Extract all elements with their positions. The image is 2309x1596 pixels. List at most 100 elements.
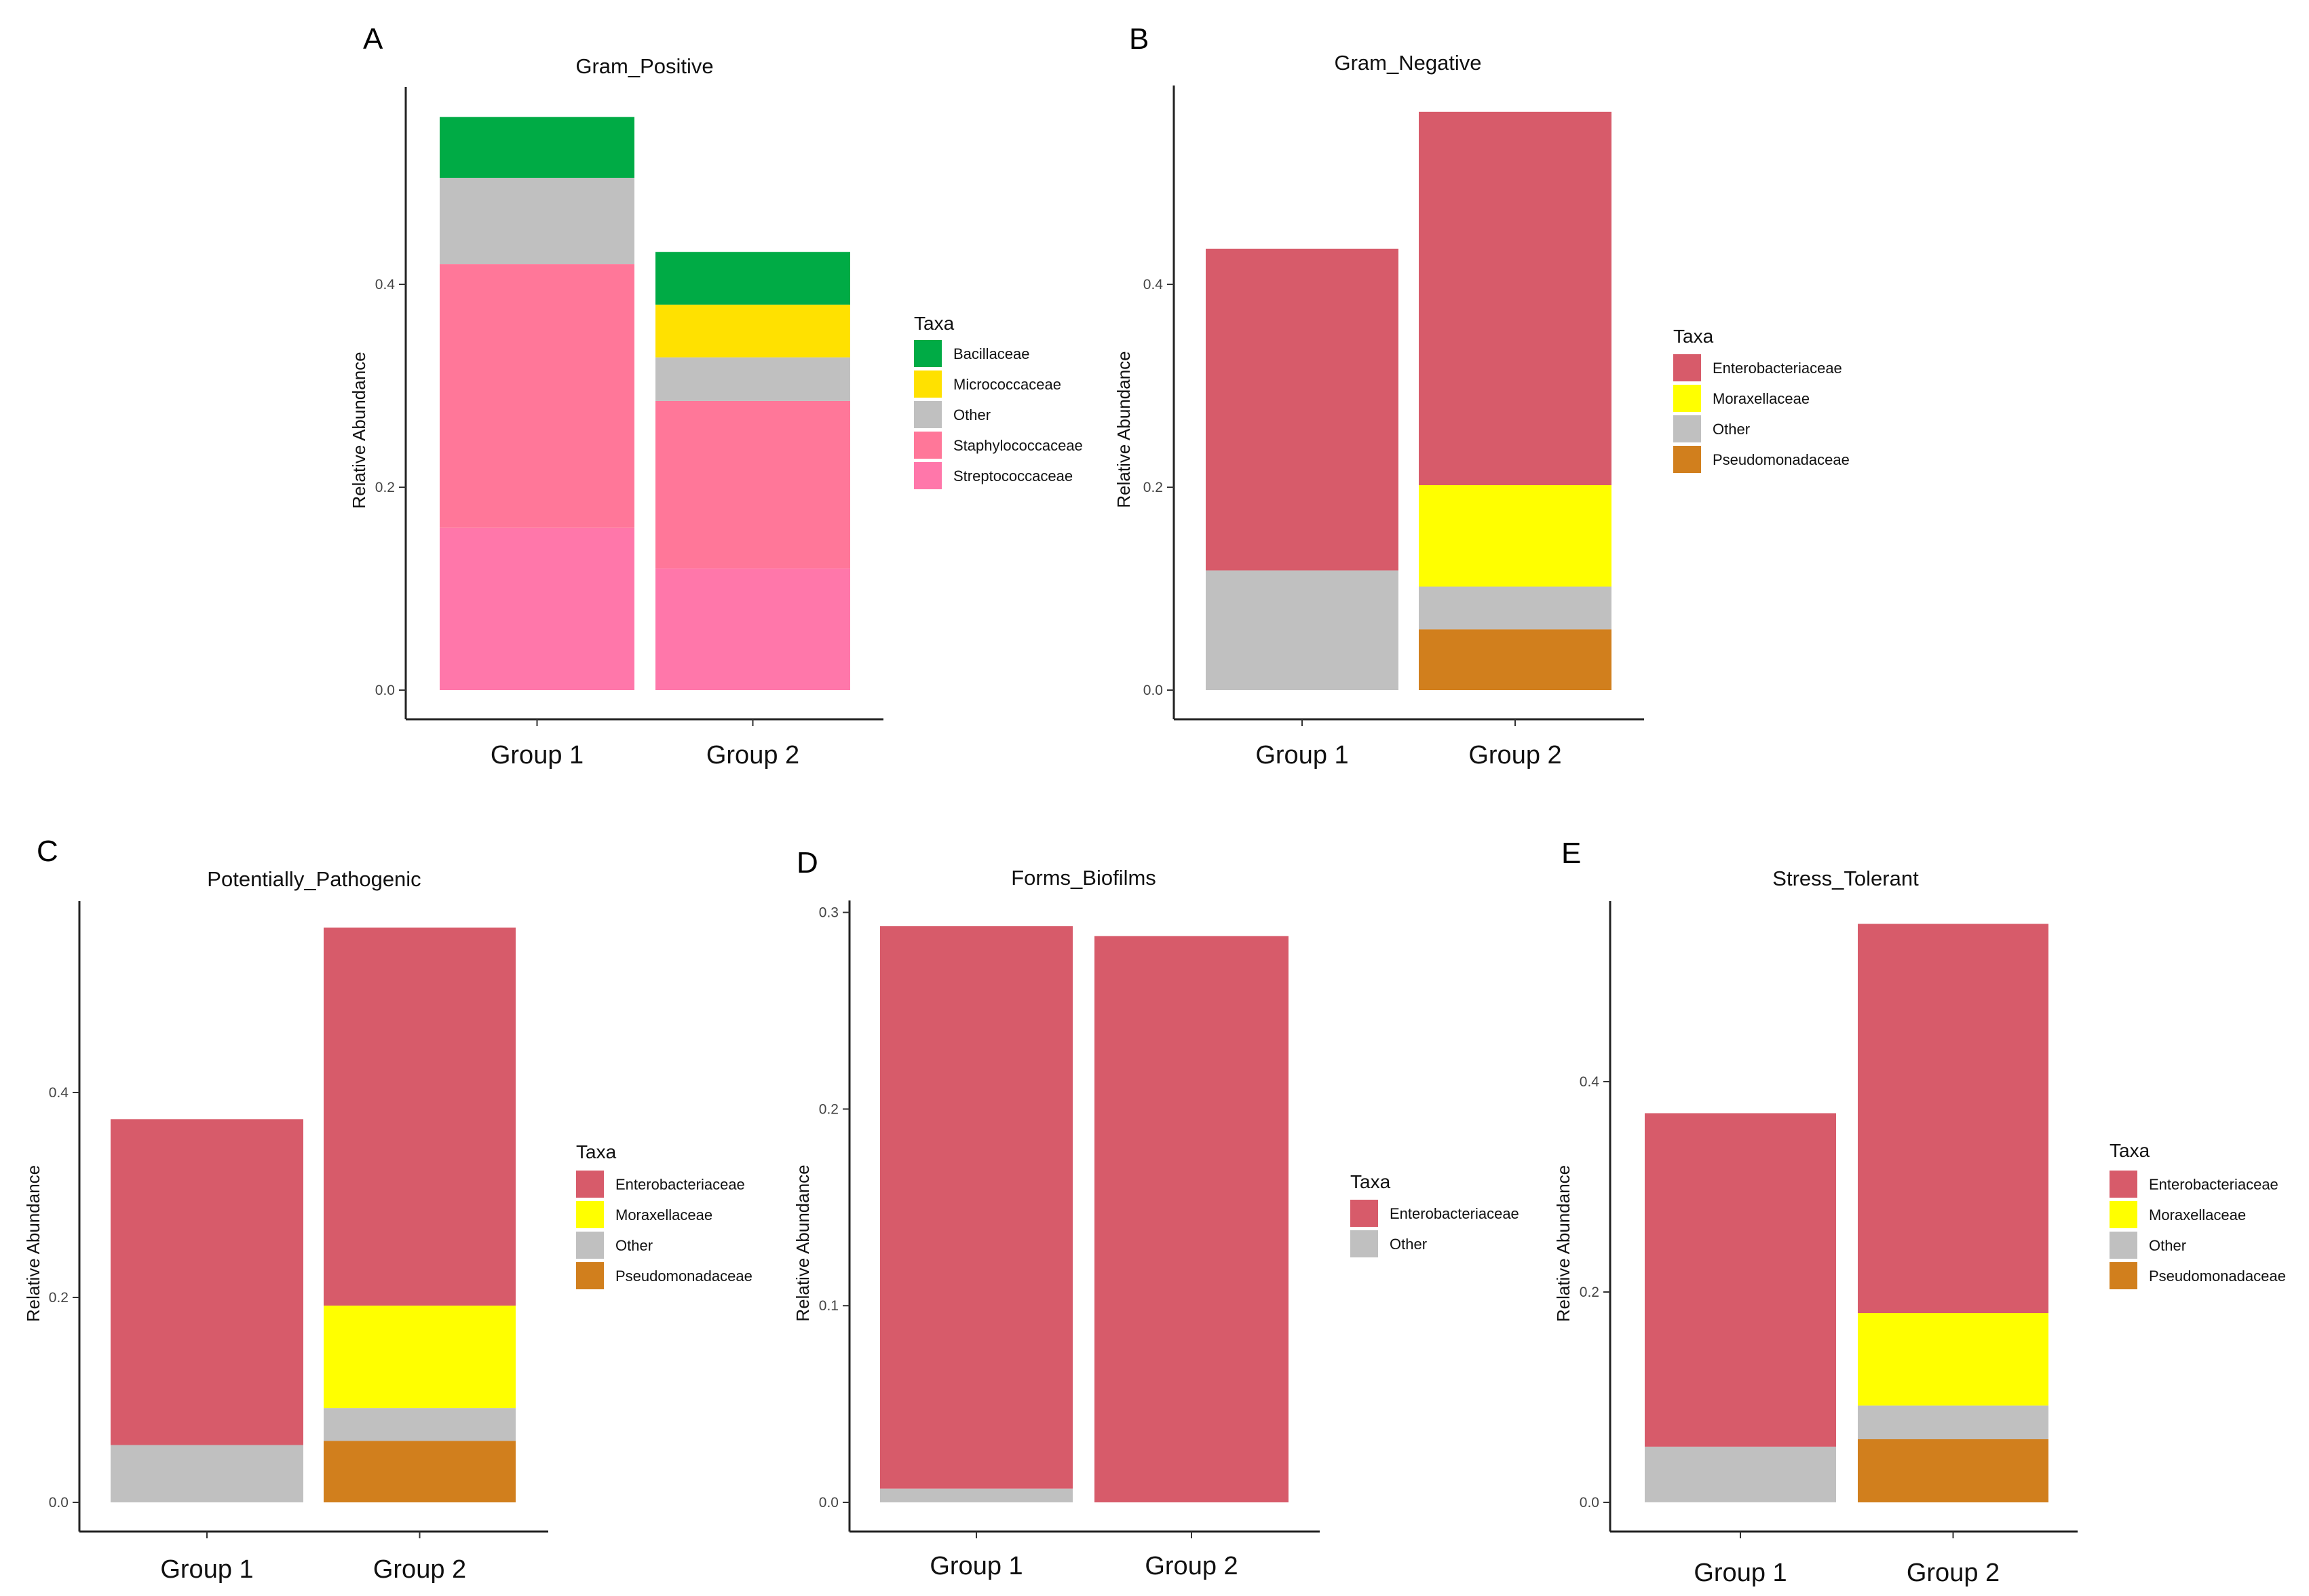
bar-group-2-enterobacteriaceae bbox=[1094, 936, 1289, 1502]
legend-label-pseudomonadaceae: Pseudomonadaceae bbox=[1713, 451, 1850, 468]
legend-swatch-other bbox=[576, 1232, 604, 1259]
bar-group-1-enterobacteriaceae bbox=[111, 1119, 303, 1445]
x-tick-label: Group 2 bbox=[1907, 1559, 2000, 1587]
legend-label-staphylococcaceae: Staphylococcaceae bbox=[953, 437, 1083, 454]
bar-group-1-other bbox=[1645, 1446, 1836, 1502]
y-tick-label: 0.3 bbox=[819, 905, 839, 921]
legend-swatch-moraxellaceae bbox=[1673, 385, 1701, 412]
legend-swatch-enterobacteriaceae bbox=[1350, 1200, 1378, 1227]
panel-letter: D bbox=[797, 846, 818, 879]
y-tick-label: 0.2 bbox=[1143, 480, 1163, 495]
legend-label-moraxellaceae: Moraxellaceae bbox=[2149, 1206, 2246, 1223]
bar-group-2-streptococcaceae bbox=[655, 568, 850, 690]
x-tick-label: Group 2 bbox=[373, 1555, 466, 1584]
chart-title: Gram_Positive bbox=[575, 54, 713, 78]
bar-group-1-staphylococcaceae bbox=[440, 264, 634, 528]
legend-label-moraxellaceae: Moraxellaceae bbox=[1713, 390, 1810, 407]
bar-group-2-moraxellaceae bbox=[1419, 485, 1611, 587]
legend-swatch-micrococcaceae bbox=[914, 370, 942, 398]
legend-label-bacillaceae: Bacillaceae bbox=[953, 345, 1030, 362]
legend-swatch-moraxellaceae bbox=[576, 1201, 604, 1228]
bar-group-2-staphylococcaceae bbox=[655, 400, 850, 569]
x-tick-label: Group 1 bbox=[930, 1552, 1023, 1580]
bar-group-2-enterobacteriaceae bbox=[324, 927, 516, 1306]
legend-swatch-enterobacteriaceae bbox=[576, 1171, 604, 1198]
legend: Taxa Enterobacteriaceae Moraxellaceae Other… bbox=[1673, 326, 1850, 473]
y-axis-label: Relative Abundance bbox=[23, 1165, 43, 1322]
y-tick-label: 0.0 bbox=[49, 1495, 69, 1510]
bar-group-2-pseudomonadaceae bbox=[1858, 1439, 2048, 1502]
legend-swatch-streptococcaceae bbox=[914, 462, 942, 489]
bar-group-2-pseudomonadaceae bbox=[1419, 629, 1611, 690]
bar-group-2-other bbox=[324, 1408, 516, 1441]
y-tick-label: 0.0 bbox=[375, 683, 395, 698]
legend: Taxa Enterobacteriaceae Moraxellaceae Other… bbox=[576, 1141, 752, 1289]
chart-title: Gram_Negative bbox=[1334, 51, 1481, 75]
y-tick-label: 0.2 bbox=[375, 480, 395, 495]
legend-label-pseudomonadaceae: Pseudomonadaceae bbox=[2149, 1268, 2286, 1285]
bar-group-1-other bbox=[440, 178, 634, 265]
legend-label-moraxellaceae: Moraxellaceae bbox=[615, 1206, 712, 1223]
x-tick-label: Group 1 bbox=[160, 1555, 253, 1584]
bar-group-2-enterobacteriaceae bbox=[1419, 111, 1611, 486]
legend-label-other: Other bbox=[1390, 1236, 1427, 1253]
y-tick-label: 0.2 bbox=[49, 1290, 69, 1306]
bar-group-2-moraxellaceae bbox=[1858, 1313, 2048, 1406]
chart-panel-b: B Gram_Negative 0.0 0.2 0.4 Relative Abundanc… bbox=[1113, 22, 1850, 770]
legend-title: Taxa bbox=[2110, 1140, 2150, 1161]
legend-title: Taxa bbox=[1350, 1171, 1391, 1192]
y-tick-label: 0.0 bbox=[819, 1495, 839, 1510]
x-tick-label: Group 1 bbox=[1694, 1559, 1787, 1587]
x-tick-label: Group 2 bbox=[706, 741, 799, 770]
y-tick-label: 0.4 bbox=[375, 277, 396, 292]
legend-label-pseudomonadaceae: Pseudomonadaceae bbox=[615, 1268, 752, 1285]
bar-group-1-enterobacteriaceae bbox=[880, 926, 1073, 1489]
legend-label-other: Other bbox=[2149, 1237, 2186, 1254]
x-tick-label: Group 1 bbox=[491, 741, 584, 770]
legend-swatch-other bbox=[914, 401, 942, 428]
legend-label-other: Other bbox=[953, 406, 991, 423]
y-tick-label: 0.2 bbox=[819, 1101, 839, 1117]
bar-group-1-other bbox=[1206, 570, 1398, 690]
bar-group-2-other bbox=[655, 357, 850, 401]
y-tick-label: 0.1 bbox=[819, 1298, 839, 1314]
legend-label-enterobacteriaceae: Enterobacteriaceae bbox=[615, 1176, 745, 1193]
y-tick-label: 0.4 bbox=[1580, 1074, 1600, 1090]
bar-group-1-bacillaceae bbox=[440, 117, 634, 178]
bar-group-1-other bbox=[880, 1488, 1073, 1502]
legend: Taxa Enterobacteriaceae Other bbox=[1350, 1171, 1519, 1257]
y-axis-label: Relative Abundance bbox=[1113, 351, 1134, 508]
chart-panel-a: A Gram_Positive 0.0 0.2 0.4 Relative Abundanc… bbox=[349, 22, 1083, 770]
x-tick-label: Group 2 bbox=[1145, 1552, 1238, 1580]
legend-label-micrococcaceae: Micrococcaceae bbox=[953, 376, 1061, 393]
bar-group-1-enterobacteriaceae bbox=[1645, 1113, 1836, 1447]
bar-group-1-enterobacteriaceae bbox=[1206, 248, 1398, 571]
y-tick-label: 0.0 bbox=[1580, 1495, 1599, 1510]
bar-group-1-other bbox=[111, 1445, 303, 1502]
bar-group-1-streptococcaceae bbox=[440, 527, 634, 690]
y-axis-label: Relative Abundance bbox=[1553, 1165, 1573, 1322]
y-tick-label: 0.4 bbox=[49, 1085, 69, 1101]
x-tick-label: Group 1 bbox=[1255, 741, 1348, 770]
legend-label-streptococcaceae: Streptococcaceae bbox=[953, 468, 1073, 484]
x-tick-label: Group 2 bbox=[1468, 741, 1561, 770]
legend-title: Taxa bbox=[576, 1141, 617, 1162]
bar-group-2-pseudomonadaceae bbox=[324, 1441, 516, 1502]
legend: Taxa Enterobacteriaceae Moraxellaceae Other… bbox=[2110, 1140, 2286, 1289]
legend-swatch-pseudomonadaceae bbox=[2110, 1262, 2137, 1289]
legend-swatch-enterobacteriaceae bbox=[2110, 1171, 2137, 1198]
y-tick-label: 0.0 bbox=[1143, 683, 1163, 698]
chart-panel-d: D Forms_Biofilms 0.0 0.1 0.2 0.3 Relative Abun… bbox=[793, 846, 1519, 1580]
bar-group-2-moraxellaceae bbox=[324, 1306, 516, 1409]
legend-swatch-enterobacteriaceae bbox=[1673, 354, 1701, 381]
legend-title: Taxa bbox=[1673, 326, 1714, 347]
chart-title: Forms_Biofilms bbox=[1011, 866, 1156, 890]
y-axis-label: Relative Abundance bbox=[349, 352, 369, 508]
panel-letter: C bbox=[37, 835, 58, 868]
legend-label-enterobacteriaceae: Enterobacteriaceae bbox=[2149, 1176, 2278, 1193]
legend: Taxa Bacillaceae Micrococcaceae Other Staphy… bbox=[914, 313, 1083, 489]
bar-group-2-enterobacteriaceae bbox=[1858, 924, 2048, 1313]
chart-title: Stress_Tolerant bbox=[1772, 867, 1919, 890]
legend-label-other: Other bbox=[615, 1237, 653, 1254]
